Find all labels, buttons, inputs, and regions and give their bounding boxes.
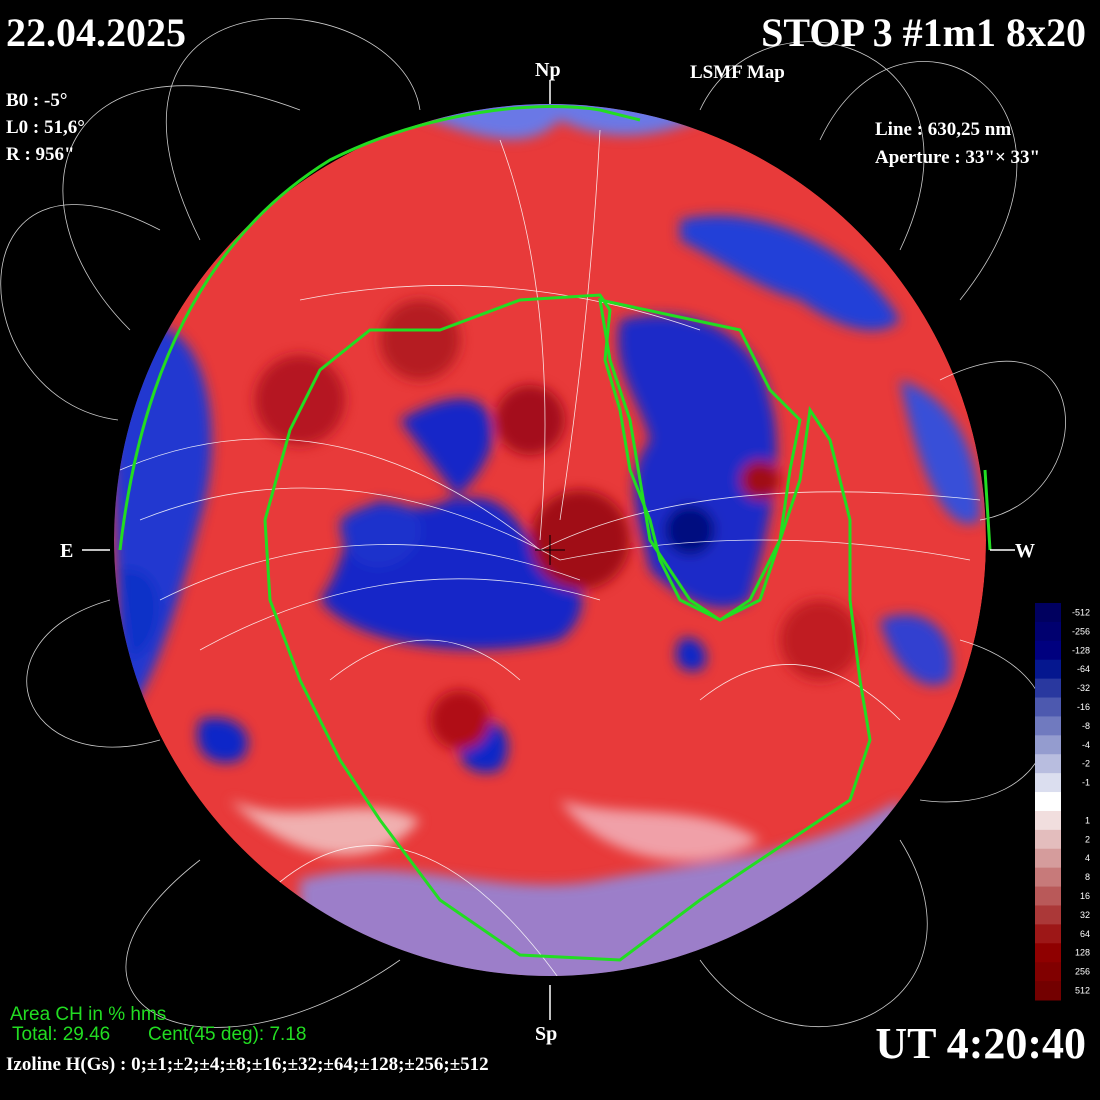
area-total: Total: 29.46 [12,1024,110,1045]
colorbar-label: -1 [1082,778,1090,788]
subtitle: LSMF Map [690,62,785,83]
colorbar-swatch [1035,678,1061,699]
colorbar-swatch [1035,659,1061,680]
area-cent: Cent(45 deg): 7.18 [148,1024,306,1045]
ch-boundary-west [983,469,992,551]
colorbar-label: -256 [1072,626,1090,636]
colorbar-swatch [1035,867,1061,888]
colorbar-swatch [1035,735,1061,755]
colorbar-label: 4 [1085,853,1090,863]
param-b0: B0 : -5° [6,90,67,111]
colorbar-label: -32 [1077,683,1090,693]
colorbar-label: 128 [1075,948,1090,958]
colorbar-swatch [1035,943,1061,963]
colorbar-label: -2 [1082,759,1090,769]
colorbar-label: -64 [1077,664,1090,674]
param-line: Line : 630,25 nm [875,119,1011,140]
colorbar-swatch [1035,924,1061,944]
colorbar-label: 0 [1085,797,1090,807]
colorbar-label: 32 [1080,910,1090,920]
colorbar-label: 64 [1080,929,1090,939]
colorbar-swatch [1035,829,1061,850]
south-label: Sp [535,1023,557,1045]
colorbar-swatch [1035,962,1061,982]
west-label: W [1015,540,1035,562]
date: 22.04.2025 [6,10,186,55]
colorbar-label: -512 [1072,607,1090,617]
param-aperture: Aperture : 33"× 33" [875,147,1040,168]
colorbar-swatch [1035,716,1061,736]
colorbar-label: 16 [1080,891,1090,901]
center-cross [535,535,565,565]
colorbar: -512 -256 -128 -64 -32 -16 -8 -4 -2 -1 0 1 2 4 8 16 32 64… [1035,603,1090,1001]
colorbar-swatch [1035,810,1061,831]
colorbar-label: 8 [1085,872,1090,882]
colorbar-label: -4 [1082,740,1090,750]
colorbar-swatch [1035,773,1061,793]
param-l0: L0 : 51,6° [6,117,85,138]
axis-ticks [82,80,1015,1020]
colorbar-swatch [1035,848,1061,869]
ch-boundary [118,105,641,551]
colorbar-label: -128 [1072,645,1090,655]
colorbar-swatch [1035,886,1061,906]
colorbar-label: -16 [1077,702,1090,712]
title: STOP 3 #1m1 8x20 [761,10,1086,55]
colorbar-swatch [1035,603,1061,623]
colorbar-label: 2 [1085,834,1090,844]
colorbar-swatch [1035,621,1061,642]
colorbar-swatch [1035,905,1061,925]
time: UT 4:20:40 [875,1019,1086,1068]
ch-contour [263,293,872,962]
colorbar-swatch [1035,697,1061,717]
colorbar-swatch [1035,792,1061,812]
izoline: Izoline H(Gs) : 0;±1;±2;±4;±8;±16;±32;±6… [6,1054,489,1075]
ch-contour-inner [598,298,802,622]
colorbar-label: 1 [1085,815,1090,825]
north-label: Np [535,59,561,81]
colorbar-label: 256 [1075,967,1090,977]
colorbar-swatch [1035,754,1061,774]
colorbar-label: 512 [1075,986,1090,996]
param-r: R : 956" [6,144,75,165]
area-title: Area CH in % hms [10,1004,166,1025]
colorbar-label: -8 [1082,721,1090,731]
east-label: E [60,540,73,562]
colorbar-swatch [1035,981,1061,1001]
colorbar-swatch [1035,640,1061,661]
